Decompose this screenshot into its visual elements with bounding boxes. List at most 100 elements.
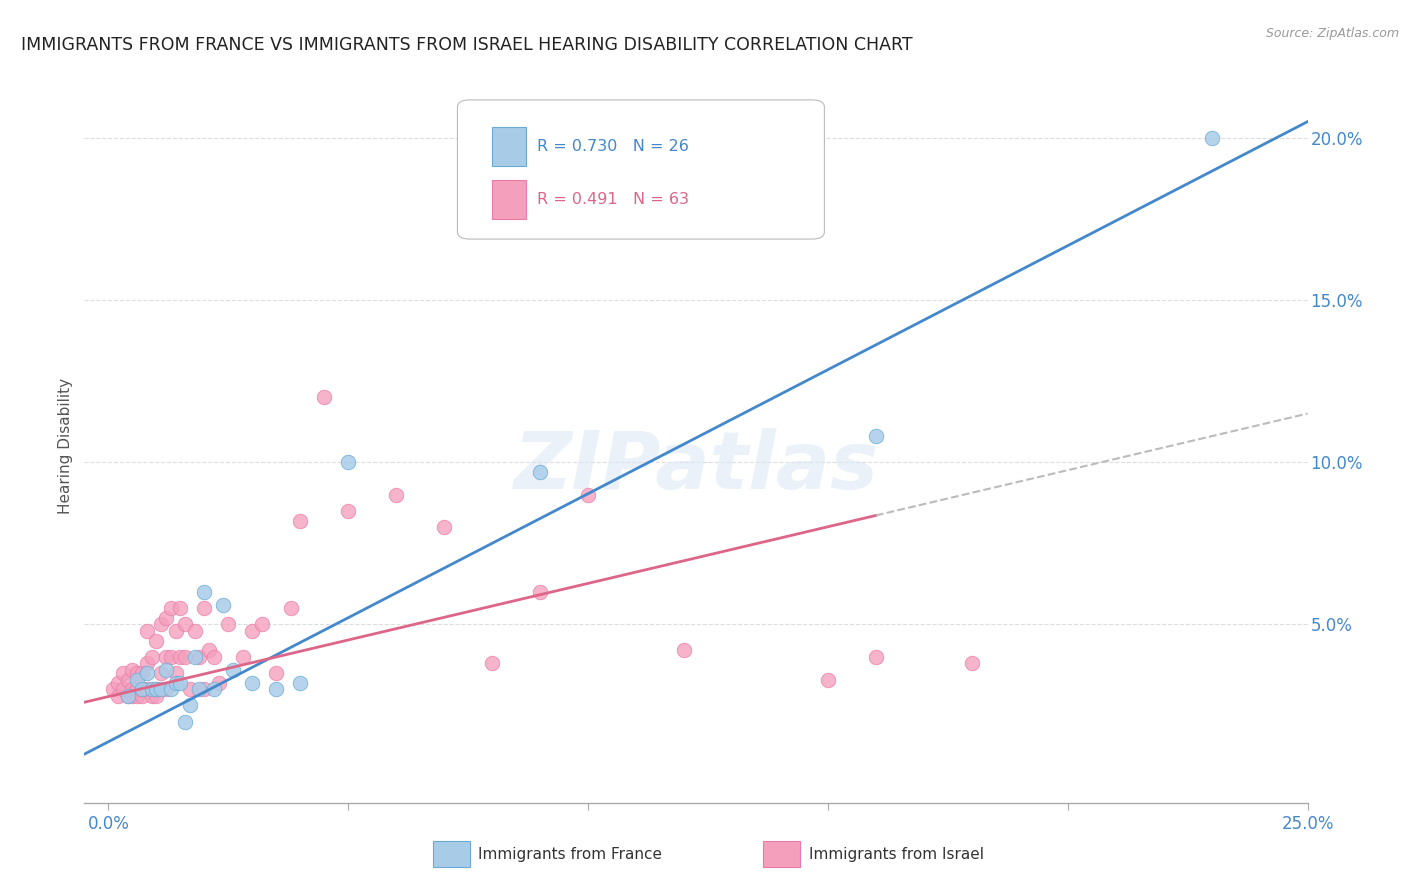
Point [817,673,839,687]
Point [290,675,312,690]
Point [193,682,215,697]
Point [145,682,167,697]
Point [212,598,235,612]
Point [131,666,153,681]
Point [529,585,551,599]
Point [159,649,181,664]
Point [117,689,139,703]
Point [337,504,360,518]
Point [179,682,201,697]
Point [865,649,887,664]
Point [135,624,157,638]
Point [202,682,225,697]
Point [264,666,287,681]
Point [240,624,263,638]
Text: IMMIGRANTS FROM FRANCE VS IMMIGRANTS FROM ISRAEL HEARING DISABILITY CORRELATION : IMMIGRANTS FROM FRANCE VS IMMIGRANTS FRO… [21,36,912,54]
Point [165,675,187,690]
Point [433,520,456,534]
Point [217,617,239,632]
Point [576,488,599,502]
Point [155,682,177,697]
Point [141,689,163,703]
Point [174,617,197,632]
Point [188,682,211,697]
Point [107,689,129,703]
Point [121,663,143,677]
Point [121,689,143,703]
Point [481,657,503,671]
Point [131,682,153,697]
Point [174,714,197,729]
Point [127,682,149,697]
Point [222,663,245,677]
Point [169,649,191,664]
Text: Immigrants from Israel: Immigrants from Israel [808,847,984,862]
Point [232,649,254,664]
Point [264,682,287,697]
Point [150,617,173,632]
FancyBboxPatch shape [457,100,824,239]
Point [135,657,157,671]
Point [183,649,205,664]
Point [165,666,187,681]
Point [150,666,173,681]
Point [155,649,177,664]
Point [127,673,149,687]
Point [155,611,177,625]
Point [337,455,360,469]
Point [1201,131,1223,145]
Point [193,585,215,599]
Point [385,488,408,502]
Text: Source: ZipAtlas.com: Source: ZipAtlas.com [1265,27,1399,40]
Point [121,682,143,697]
Point [117,673,139,687]
Text: ZIPatlas: ZIPatlas [513,428,879,507]
Bar [492,180,526,219]
Point [240,675,263,690]
Point [280,601,302,615]
Point [169,601,191,615]
Point [179,698,201,713]
Point [188,649,211,664]
Point [131,682,153,697]
Point [155,663,177,677]
Point [127,666,149,681]
Point [145,633,167,648]
Point [198,643,221,657]
Text: R = 0.730   N = 26: R = 0.730 N = 26 [537,139,689,153]
Point [127,689,149,703]
Point [159,682,181,697]
Point [117,689,139,703]
Point [529,465,551,479]
Point [131,689,153,703]
Point [141,682,163,697]
Point [135,666,157,681]
Point [865,429,887,443]
Y-axis label: Hearing Disability: Hearing Disability [58,378,73,514]
Point [174,649,197,664]
Point [150,682,173,697]
Point [145,682,167,697]
Point [111,682,134,697]
Point [960,657,983,671]
Point [290,514,312,528]
Point [169,675,191,690]
Point [107,675,129,690]
Point [111,666,134,681]
Point [141,649,163,664]
Point [672,643,695,657]
Bar [492,127,526,166]
Point [193,601,215,615]
Point [250,617,273,632]
Point [314,390,336,404]
Point [145,689,167,703]
Point [159,601,181,615]
Point [183,624,205,638]
Point [202,649,225,664]
Point [165,624,187,638]
Text: Immigrants from France: Immigrants from France [478,847,662,862]
Point [101,682,124,697]
Text: R = 0.491   N = 63: R = 0.491 N = 63 [537,193,689,207]
Point [135,682,157,697]
Bar [763,841,800,867]
